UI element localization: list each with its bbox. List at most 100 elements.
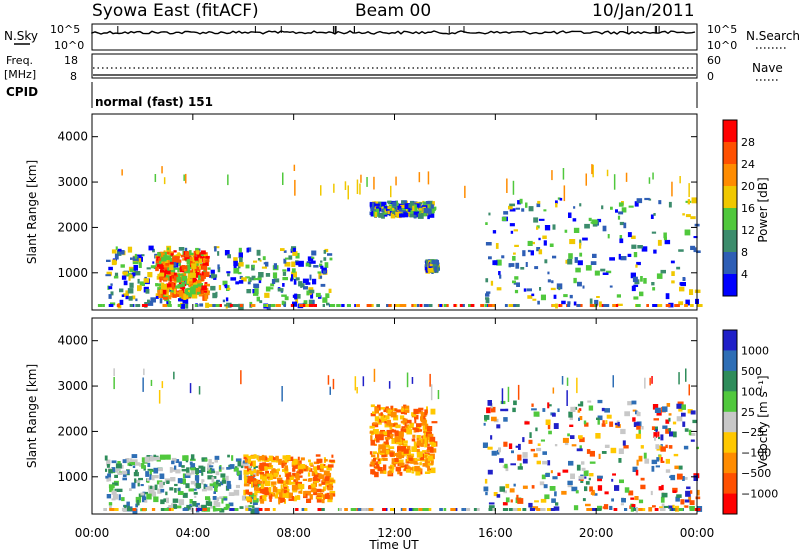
echo-cell (590, 261, 597, 265)
echo-cell (528, 439, 533, 444)
echo-cell (552, 224, 556, 230)
echo-cell (254, 465, 258, 468)
echo-cell (151, 475, 155, 481)
echo-cell (427, 426, 433, 432)
echo-cell (549, 243, 554, 247)
echo-cell (414, 465, 420, 472)
echo-cell (374, 416, 380, 422)
echo-cell (268, 304, 272, 307)
colorbar-tick-label: −25 (741, 426, 764, 439)
echo-cell (404, 212, 409, 218)
echo-cell (513, 252, 516, 255)
echo-cell (146, 479, 150, 483)
echo-cell (671, 508, 675, 511)
echo-cell (383, 207, 388, 210)
echo-cell (295, 277, 300, 281)
echo-cell (134, 478, 137, 484)
echo-cell (198, 294, 203, 297)
cpid-label: CPID (6, 85, 38, 99)
echo-cell (693, 236, 698, 239)
echo-cell (204, 484, 208, 487)
echo-cell (198, 386, 201, 395)
echo-cell (116, 304, 120, 307)
echo-cell (412, 427, 418, 430)
echo-cell (153, 454, 157, 458)
echo-cell (669, 431, 674, 437)
echo-cell (658, 200, 662, 205)
echo-cell (621, 207, 627, 213)
echo-cell (114, 272, 119, 279)
echo-cell (159, 481, 164, 488)
echo-cell (627, 401, 633, 406)
echo-cell (235, 304, 240, 307)
echo-cell (425, 423, 429, 430)
echo-cell (189, 499, 193, 504)
echo-cell (117, 250, 122, 256)
echo-cell (298, 469, 304, 474)
echo-cell (423, 213, 427, 217)
echo-cell (233, 467, 239, 472)
echo-cell (193, 488, 197, 491)
echo-cell (531, 508, 535, 511)
echo-cell (535, 427, 538, 432)
echo-cell (108, 502, 113, 506)
echo-cell (660, 269, 666, 274)
echo-cell (106, 464, 110, 468)
echo-cell (143, 278, 150, 283)
echo-cell (269, 474, 274, 480)
echo-cell (298, 281, 303, 287)
echo-cell (464, 185, 466, 198)
echo-cell (538, 237, 541, 241)
echo-cell (166, 497, 169, 504)
echo-cell (204, 256, 210, 263)
echo-cell (302, 469, 307, 472)
echo-cell (281, 480, 287, 485)
echo-cell (120, 464, 124, 469)
echo-cell (182, 508, 188, 511)
echo-cell (665, 469, 671, 473)
echo-cell (508, 205, 513, 210)
echo-cell (394, 436, 401, 442)
echo-cell (195, 468, 199, 474)
echo-cell (640, 477, 645, 481)
echo-cell (298, 462, 301, 467)
echo-cell (226, 467, 230, 470)
echo-cell (319, 275, 323, 279)
echo-cell (190, 468, 195, 475)
echo-cell (282, 172, 284, 185)
echo-cell (552, 413, 556, 417)
echo-cell (589, 461, 596, 464)
echo-cell (517, 466, 523, 470)
echo-cell (165, 491, 168, 496)
echo-cell (549, 486, 556, 491)
echo-cell (266, 467, 272, 470)
echo-cell (660, 446, 666, 452)
colorbar-segment (723, 330, 737, 351)
echo-cell (402, 438, 406, 442)
echo-cell (573, 227, 580, 233)
echo-cell (182, 265, 188, 271)
echo-cell (175, 285, 180, 289)
echo-cell (678, 508, 684, 511)
echo-cell (411, 446, 417, 452)
echo-cell (129, 458, 133, 463)
echo-cell (672, 487, 678, 493)
echo-cell (618, 202, 624, 207)
echo-cell (225, 503, 230, 510)
echo-cell (420, 423, 426, 426)
echo-cell (181, 275, 188, 281)
echo-cell (321, 480, 327, 485)
echo-cell (537, 200, 541, 204)
echo-cell (237, 461, 241, 467)
echo-cell (676, 473, 683, 480)
echo-cell (619, 221, 625, 226)
echo-cell (382, 431, 388, 436)
echo-cell (567, 301, 571, 305)
echo-cell (409, 207, 413, 212)
echo-cell (590, 492, 596, 495)
echo-cell (250, 304, 256, 307)
echo-cell (284, 296, 289, 301)
echo-cell (676, 403, 683, 409)
echo-cell (381, 202, 385, 207)
echo-cell (259, 259, 262, 262)
